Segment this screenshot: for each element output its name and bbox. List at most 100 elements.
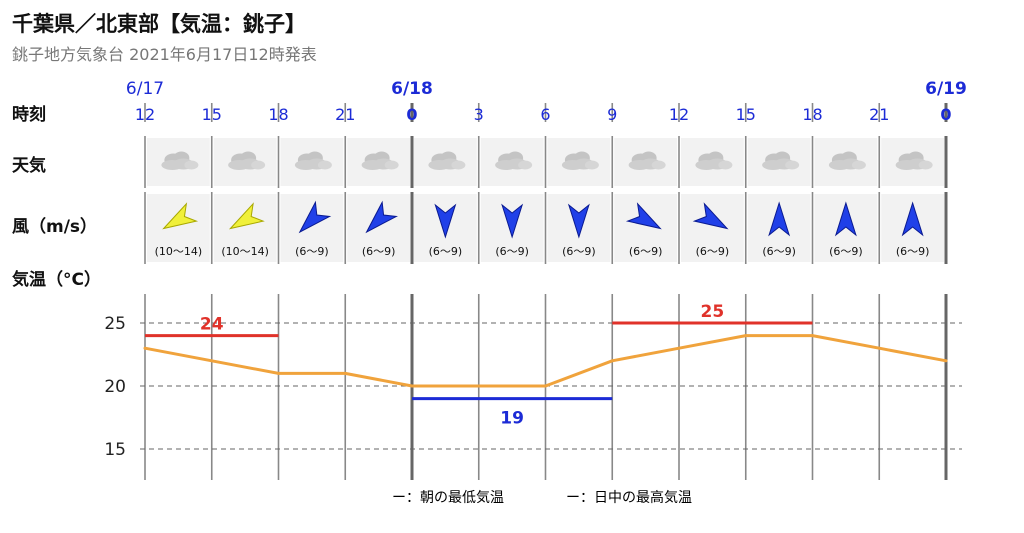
- cloud-part: [785, 160, 800, 170]
- cloud-part: [428, 160, 451, 170]
- hour-label: 0: [406, 105, 417, 124]
- wind-arrow-icon: [298, 200, 332, 234]
- wind-arrow-icon: [228, 202, 265, 230]
- temperature-point: [877, 346, 881, 350]
- row-label-wind: 風（m/s）: [12, 216, 97, 237]
- hour-label: 15: [202, 105, 222, 124]
- wind-arrow-shape: [625, 202, 662, 230]
- hour-label: 18: [268, 105, 288, 124]
- wind-cell-bg: [347, 194, 410, 262]
- wind-arrow-icon: [162, 202, 199, 230]
- wind-speed-label: (6～9): [829, 245, 863, 258]
- cloud-part: [851, 160, 866, 170]
- wind-arrow-shape: [501, 203, 524, 239]
- temperature-point: [343, 371, 347, 375]
- cloud-icon: [628, 151, 666, 170]
- wind-speed-label: (6～9): [562, 245, 596, 258]
- cloud-icon: [294, 151, 332, 170]
- legend-max: ー：日中の最高気温: [566, 489, 692, 506]
- cloud-icon: [228, 151, 266, 170]
- cloud-part: [518, 160, 533, 170]
- hour-label: 0: [940, 105, 951, 124]
- hour-label: 12: [669, 105, 689, 124]
- hour-label: 6: [540, 105, 550, 124]
- hour-label: 12: [135, 105, 155, 124]
- date-label: 6/18: [391, 79, 433, 99]
- cloud-part: [718, 160, 733, 170]
- cloud-part: [828, 160, 851, 170]
- wind-speed-label: (6～9): [629, 245, 663, 258]
- cloud-part: [651, 160, 666, 170]
- cloud-icon: [361, 151, 399, 170]
- wind-arrow-icon: [768, 201, 791, 237]
- hour-label: 21: [335, 105, 355, 124]
- temperature-point: [944, 359, 948, 363]
- temperature-point: [744, 334, 748, 338]
- wind-speed-label: (6～9): [362, 245, 396, 258]
- hour-label: 9: [607, 105, 617, 124]
- cloud-part: [384, 160, 399, 170]
- wind-speed-label: (6～9): [696, 245, 730, 258]
- cloud-part: [184, 160, 199, 170]
- wind-cell-bg: [280, 194, 344, 262]
- min-temp-label: 19: [500, 409, 524, 429]
- wind-cell-bg: [681, 194, 744, 262]
- cloud-part: [495, 160, 518, 170]
- wind-arrow-icon: [834, 201, 857, 237]
- wind-arrow-shape: [298, 200, 332, 234]
- max-temp-label: 24: [200, 315, 224, 335]
- temperature-point: [410, 384, 414, 388]
- temperature-point: [610, 359, 614, 363]
- cloud-part: [695, 160, 718, 170]
- wind-arrow-shape: [434, 203, 457, 239]
- wind-arrow-shape: [365, 200, 398, 234]
- max-temp-label: 25: [701, 302, 725, 322]
- wind-arrow-icon: [901, 201, 924, 237]
- wind-arrow-shape: [834, 201, 857, 237]
- cloud-icon: [695, 151, 733, 170]
- cloud-part: [451, 160, 466, 170]
- wind-arrow-shape: [162, 202, 199, 230]
- temperature-point: [143, 346, 147, 350]
- wind-speed-label: (6～9): [495, 245, 529, 258]
- cloud-icon: [762, 151, 800, 170]
- wind-arrow-icon: [625, 202, 662, 230]
- temperature-point: [677, 346, 681, 350]
- cloud-part: [294, 160, 317, 170]
- wind-arrow-icon: [692, 202, 729, 230]
- wind-speed-label: (6～9): [762, 245, 796, 258]
- hour-label: 18: [802, 105, 822, 124]
- cloud-part: [361, 160, 384, 170]
- temperature-point: [811, 334, 814, 338]
- cloud-icon: [561, 151, 599, 170]
- y-tick-label: 20: [104, 377, 126, 397]
- y-tick-label: 15: [104, 440, 126, 460]
- cloud-icon: [895, 151, 933, 170]
- legend: ー：朝の最低気温 ー：日中の最高気温: [392, 489, 692, 506]
- wind-arrow-icon: [434, 203, 457, 239]
- wind-speed-label: (6～9): [429, 245, 463, 258]
- cloud-icon: [428, 151, 466, 170]
- temperature-point: [210, 359, 214, 363]
- temperature-point: [544, 384, 547, 388]
- cloud-part: [161, 160, 184, 170]
- wind-cell-bg: [614, 194, 677, 262]
- cloud-part: [628, 160, 651, 170]
- cloud-part: [918, 160, 933, 170]
- wind-speed-label: (10～14): [221, 245, 269, 258]
- hour-label: 3: [474, 105, 484, 124]
- temperature-point: [477, 384, 481, 388]
- cloud-part: [895, 160, 918, 170]
- cloud-part: [317, 160, 332, 170]
- wind-arrow-icon: [365, 200, 398, 234]
- hour-label: 15: [736, 105, 756, 124]
- temperature-point: [277, 371, 280, 375]
- hour-label: 21: [869, 105, 889, 124]
- row-label-temp: 気温（°C）: [11, 269, 101, 290]
- wind-arrow-shape: [567, 203, 590, 239]
- legend-min: ー：朝の最低気温: [392, 490, 504, 506]
- page-subtitle: 銚子地方気象台 2021年6月17日12時発表: [12, 45, 317, 64]
- wind-cell-bg: [213, 194, 277, 262]
- cloud-part: [228, 160, 251, 170]
